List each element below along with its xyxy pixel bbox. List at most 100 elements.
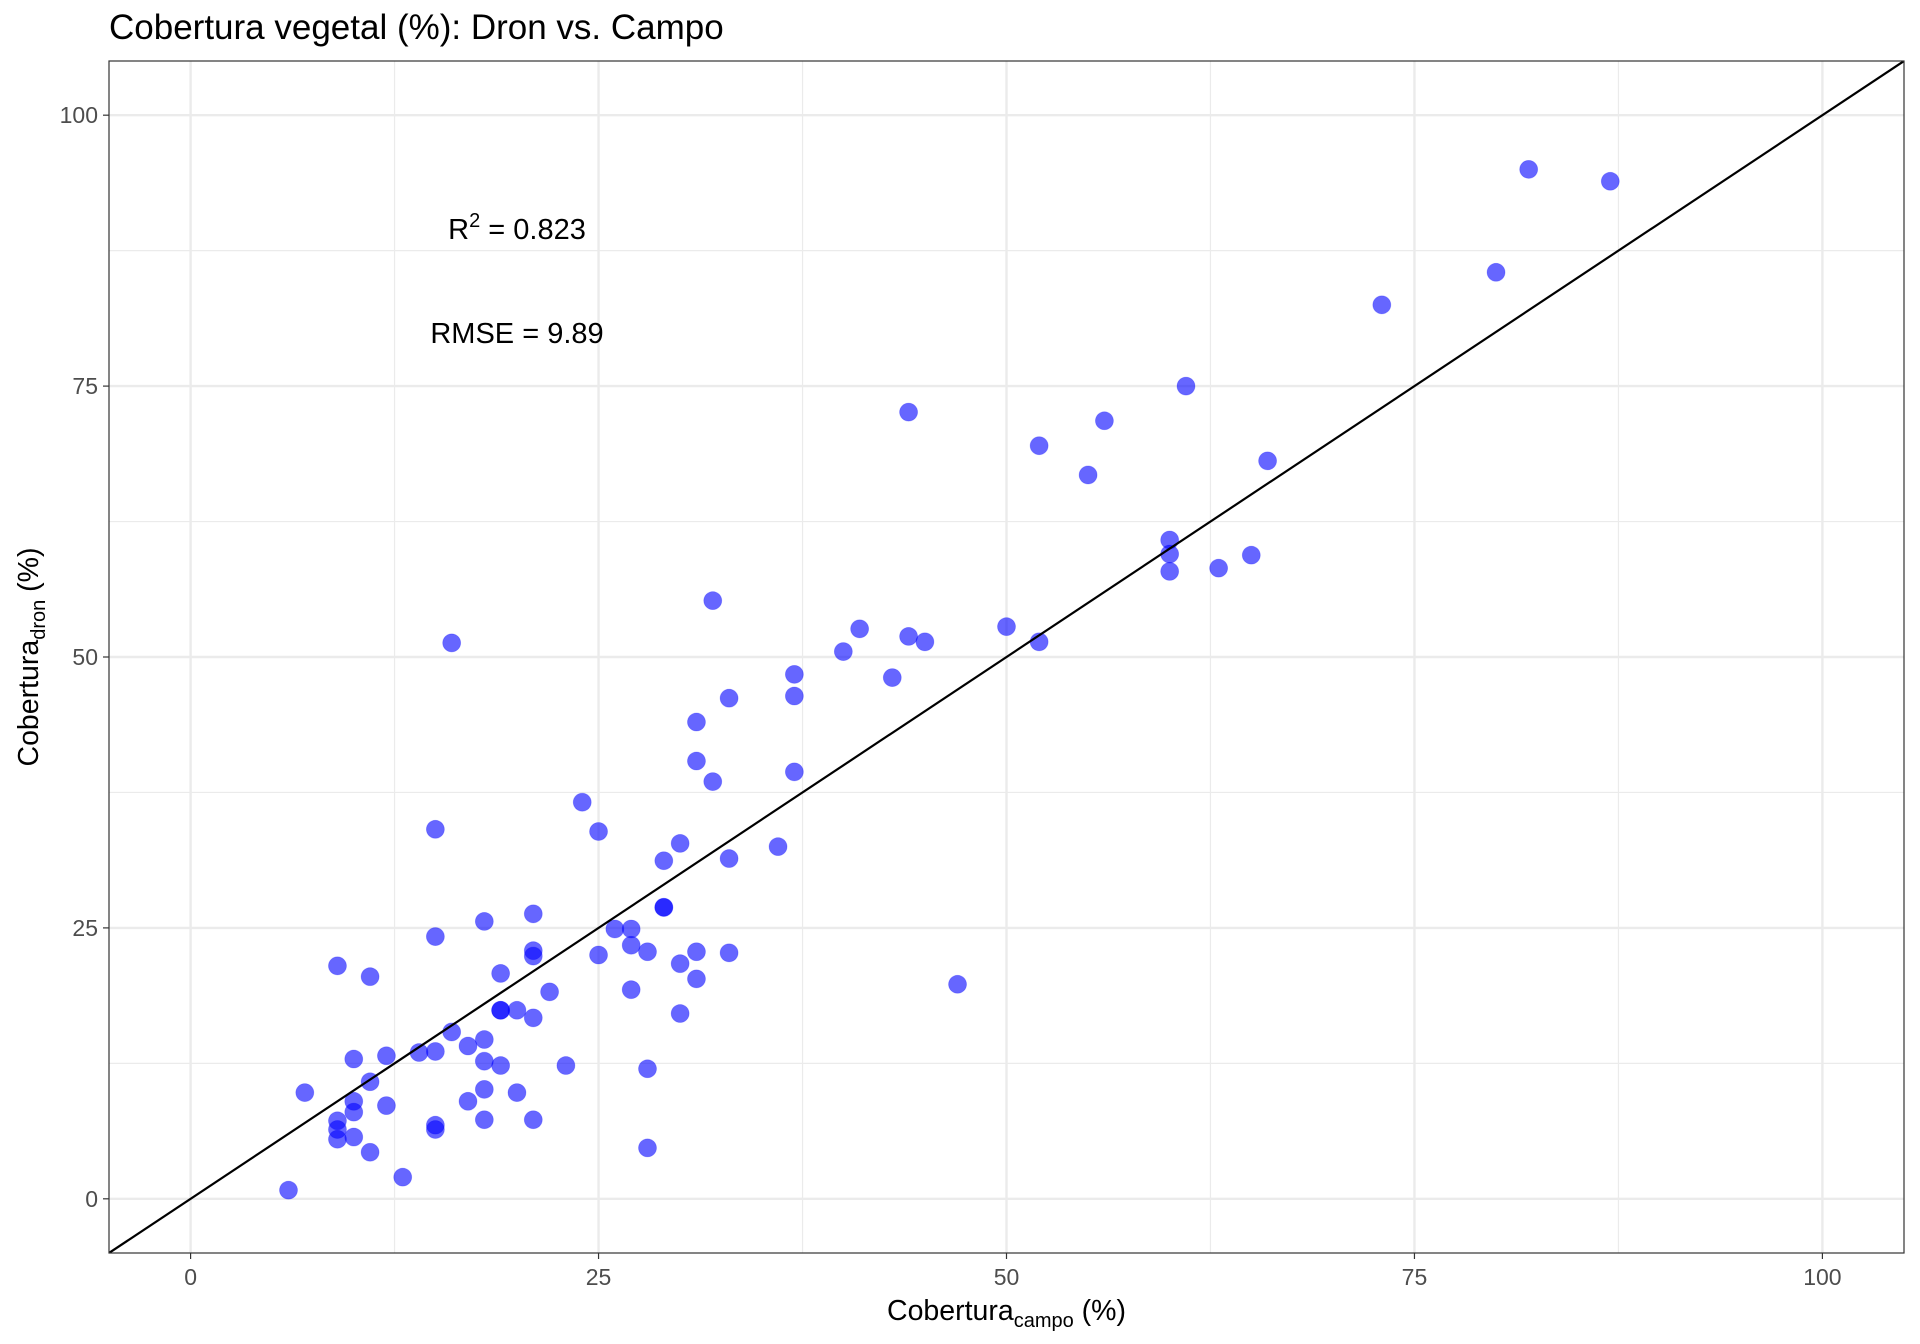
data-point [507, 1000, 527, 1020]
data-point [360, 1142, 380, 1162]
data-point [670, 833, 690, 853]
y-tick-label: 50 [72, 644, 98, 670]
data-point [784, 762, 804, 782]
data-point [687, 942, 706, 962]
data-point [1258, 451, 1277, 471]
x-tick-label: 50 [994, 1264, 1020, 1290]
data-point [703, 772, 723, 792]
data-point [523, 1008, 543, 1028]
data-point [425, 819, 445, 839]
data-point [1078, 465, 1098, 485]
y-tick-label: 75 [72, 373, 98, 399]
data-point [784, 686, 804, 706]
data-point [621, 935, 641, 955]
data-point [899, 627, 918, 646]
y-tick-label: 100 [60, 102, 98, 128]
data-point [915, 632, 935, 652]
data-point [719, 943, 739, 963]
data-point [719, 688, 739, 708]
data-point [540, 982, 559, 1002]
data-point [1519, 159, 1539, 179]
y-axis-title: Coberturadron (%) [13, 547, 50, 766]
data-point [1241, 545, 1261, 565]
annotation-r-squared-superscript: 2 [469, 210, 480, 232]
data-point [279, 1180, 298, 1200]
data-point [670, 954, 690, 974]
data-point [703, 591, 723, 611]
data-point [344, 1102, 364, 1122]
data-point [1486, 262, 1506, 282]
data-point [425, 1120, 445, 1139]
data-point [654, 851, 674, 871]
data-point [687, 969, 706, 989]
y-tick-label: 0 [85, 1186, 98, 1212]
annotation-r-squared-base: R [448, 214, 469, 246]
data-point [474, 1079, 494, 1099]
data-point [1095, 411, 1114, 431]
data-point [1600, 171, 1620, 191]
reference-line-1-to-1 [109, 61, 1904, 1253]
data-point [523, 904, 543, 924]
data-point [474, 1051, 494, 1071]
data-point [344, 1127, 364, 1147]
x-axis-title: Coberturacampo (%) [887, 1295, 1126, 1332]
data-point [899, 402, 918, 422]
data-point [442, 633, 462, 653]
data-point [1209, 558, 1229, 578]
y-axis-title-subscript: dron [28, 600, 50, 640]
data-point [638, 942, 657, 962]
reference-line-layer [109, 61, 1904, 1253]
y-axis-title-suffix: (%) [13, 547, 45, 599]
annotation-r-squared: R2 = 0.823 [448, 210, 586, 246]
data-point [784, 664, 804, 684]
data-point [491, 1056, 511, 1075]
data-point [670, 1004, 690, 1023]
data-point [1160, 561, 1180, 581]
data-point [474, 1110, 494, 1130]
data-point [523, 946, 543, 966]
data-point [687, 712, 706, 732]
data-point [491, 964, 511, 983]
x-axis-title-subscript: campo [1014, 1310, 1074, 1332]
x-axis: 0 25 50 75 100 [184, 1253, 1842, 1290]
data-point [425, 927, 445, 946]
data-point [523, 1110, 543, 1130]
data-point [1372, 295, 1392, 315]
annotation-r-squared-value: = 0.823 [480, 214, 586, 246]
data-point [507, 1083, 527, 1103]
data-point [328, 1129, 347, 1149]
y-axis: 0 25 50 75 100 [60, 102, 109, 1212]
data-point [621, 919, 641, 939]
y-tick-label: 25 [72, 915, 98, 941]
data-point [589, 822, 608, 841]
data-point [458, 1036, 478, 1056]
data-point [295, 1083, 315, 1103]
data-point [621, 980, 641, 1000]
y-axis-title-main: Cobertura [13, 640, 45, 767]
data-point [719, 849, 739, 868]
annotation-rmse: RMSE = 9.89 [430, 318, 603, 350]
data-point [850, 619, 870, 639]
data-point [328, 956, 347, 976]
data-points [279, 159, 1620, 1200]
data-point [638, 1138, 657, 1158]
data-point [948, 974, 967, 994]
data-point [425, 1042, 445, 1061]
data-point [589, 945, 608, 965]
data-point [377, 1096, 396, 1116]
x-tick-label: 0 [184, 1264, 197, 1290]
data-point [458, 1091, 478, 1111]
x-tick-label: 25 [586, 1264, 612, 1290]
data-point [605, 919, 625, 939]
data-point [687, 751, 706, 771]
data-point [360, 967, 380, 987]
data-point [491, 1000, 511, 1020]
data-point [377, 1046, 396, 1066]
x-tick-label: 75 [1402, 1264, 1428, 1290]
data-point [833, 642, 853, 661]
x-axis-title-main: Cobertura [887, 1295, 1014, 1327]
chart-title: Cobertura vegetal (%): Dron vs. Campo [109, 8, 724, 47]
data-point [882, 668, 902, 687]
data-point [997, 617, 1016, 637]
